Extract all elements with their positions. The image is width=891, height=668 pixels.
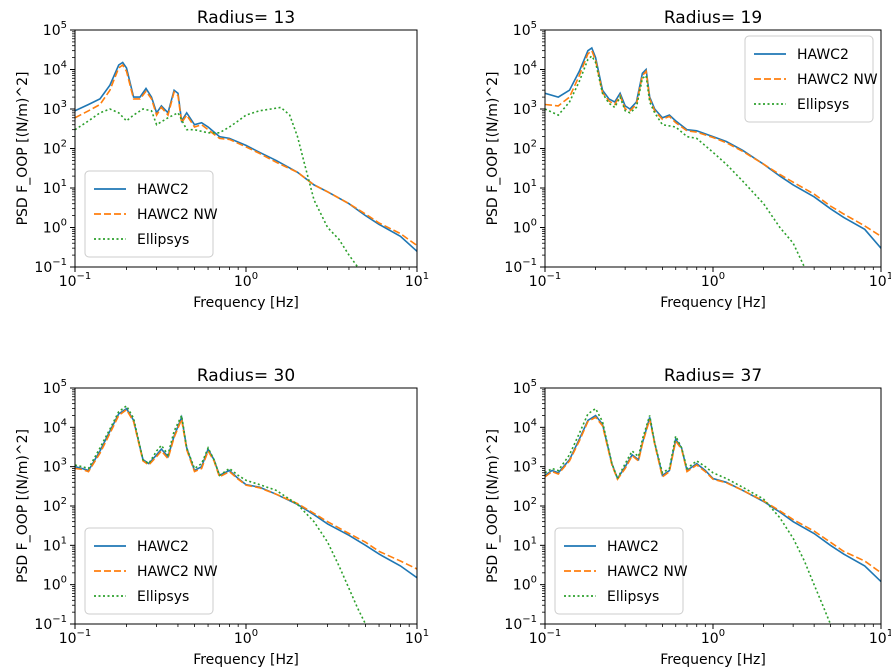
legend: HAWC2 HAWC2 NW Ellipsys [554, 527, 688, 615]
y-tick-label: 104 [43, 60, 67, 79]
y-tick-label: 10−1 [504, 257, 537, 276]
legend-entry: Ellipsys [137, 589, 189, 605]
series-line-hawc2-nw [545, 416, 881, 574]
x-axis-label: Frequency [Hz] [660, 295, 766, 311]
y-axis-label: PSD F_OOP [(N/m)^2] [485, 72, 501, 226]
y-tick-label: 101 [43, 178, 67, 197]
x-tick-label: 10−1 [59, 628, 92, 647]
legend-box [554, 527, 684, 615]
y-tick-label: 101 [43, 535, 67, 554]
series-line-hawc2-nw [75, 408, 417, 570]
legend-entry: Ellipsys [797, 97, 849, 113]
y-tick-label: 105 [513, 378, 537, 397]
chart-panel-4: 10−1 100 101 10−1 100 101 102 103 104 105 Radius= … [485, 366, 891, 668]
series-line-ellipsys [75, 404, 367, 624]
chart-title: Radius= 37 [664, 366, 762, 386]
y-tick-label: 101 [513, 535, 537, 554]
y-axis-label: PSD F_OOP [(N/m)^2] [485, 429, 501, 583]
chart-panel-1: 10−1 100 101 10−1 100 101 102 103 104 105 Radius= … [15, 8, 429, 311]
y-tick-label: 105 [43, 378, 67, 397]
legend-box [744, 35, 874, 123]
chart-title: Radius= 13 [197, 8, 295, 28]
series-line-hawc2 [545, 46, 881, 249]
legend-box [84, 527, 214, 615]
series-line-hawc2 [545, 414, 881, 583]
y-tick-label: 103 [43, 99, 67, 118]
series-line-ellipsys [545, 54, 806, 267]
series-line-hawc2-nw [75, 63, 417, 247]
chart-panel-3: 10−1 100 101 10−1 100 101 102 103 104 105 Radius= … [15, 366, 429, 668]
y-tick-label: 104 [513, 417, 537, 436]
chart-title: Radius= 30 [197, 366, 295, 386]
y-tick-label: 100 [43, 575, 67, 594]
legend: HAWC2 HAWC2 NW Ellipsys [744, 35, 878, 123]
y-axis-label: PSD F_OOP [(N/m)^2] [15, 72, 31, 226]
legend-entry: HAWC2 NW [607, 564, 688, 580]
y-tick-label: 100 [513, 575, 537, 594]
x-tick-label: 101 [405, 271, 429, 290]
series-line-ellipsys [75, 106, 359, 267]
legend-entry: HAWC2 [137, 182, 189, 198]
x-tick-label: 10−1 [59, 271, 92, 290]
x-tick-label: 10−1 [529, 628, 562, 647]
x-tick-label: 100 [701, 271, 725, 290]
x-tick-label: 101 [869, 271, 891, 290]
y-tick-label: 10−1 [504, 614, 537, 633]
legend-entry: HAWC2 [137, 539, 189, 555]
legend-entry: Ellipsys [137, 232, 189, 248]
y-tick-label: 10−1 [34, 614, 67, 633]
legend-entry: HAWC2 [797, 47, 849, 63]
series-line-ellipsys [545, 407, 832, 624]
y-tick-label: 10−1 [34, 257, 67, 276]
x-axis-label: Frequency [Hz] [193, 295, 299, 311]
y-tick-label: 102 [43, 496, 67, 515]
legend-entry: HAWC2 NW [137, 207, 218, 223]
y-axis-label: PSD F_OOP [(N/m)^2] [15, 429, 31, 583]
series-line-hawc2-nw [545, 49, 881, 237]
y-tick-label: 101 [513, 178, 537, 197]
series-line-hawc2 [75, 407, 417, 579]
x-tick-label: 100 [701, 628, 725, 647]
y-tick-label: 102 [513, 139, 537, 158]
y-tick-label: 103 [513, 99, 537, 118]
x-tick-label: 10−1 [529, 271, 562, 290]
y-tick-label: 104 [43, 417, 67, 436]
y-tick-label: 105 [513, 20, 537, 39]
x-tick-label: 101 [869, 628, 891, 647]
chart-title: Radius= 19 [664, 8, 762, 28]
x-tick-label: 100 [234, 628, 258, 647]
y-tick-label: 104 [513, 60, 537, 79]
y-tick-label: 100 [513, 218, 537, 237]
y-tick-label: 103 [513, 457, 537, 476]
legend-box [84, 170, 214, 258]
legend-entry: HAWC2 [607, 539, 659, 555]
legend-entry: Ellipsys [607, 589, 659, 605]
y-tick-label: 100 [43, 218, 67, 237]
y-tick-label: 102 [43, 139, 67, 158]
x-axis-label: Frequency [Hz] [193, 652, 299, 668]
y-tick-label: 105 [43, 20, 67, 39]
y-tick-label: 103 [43, 457, 67, 476]
legend: HAWC2 HAWC2 NW Ellipsys [84, 527, 218, 615]
y-tick-label: 102 [513, 496, 537, 515]
x-axis-label: Frequency [Hz] [660, 652, 766, 668]
x-tick-label: 101 [405, 628, 429, 647]
x-tick-label: 100 [234, 271, 258, 290]
legend-entry: HAWC2 NW [137, 564, 218, 580]
legend-entry: HAWC2 NW [797, 72, 878, 88]
legend: HAWC2 HAWC2 NW Ellipsys [84, 170, 218, 258]
chart-panel-2: 10−1 100 101 10−1 100 101 102 103 104 105 Radius= … [485, 8, 891, 311]
